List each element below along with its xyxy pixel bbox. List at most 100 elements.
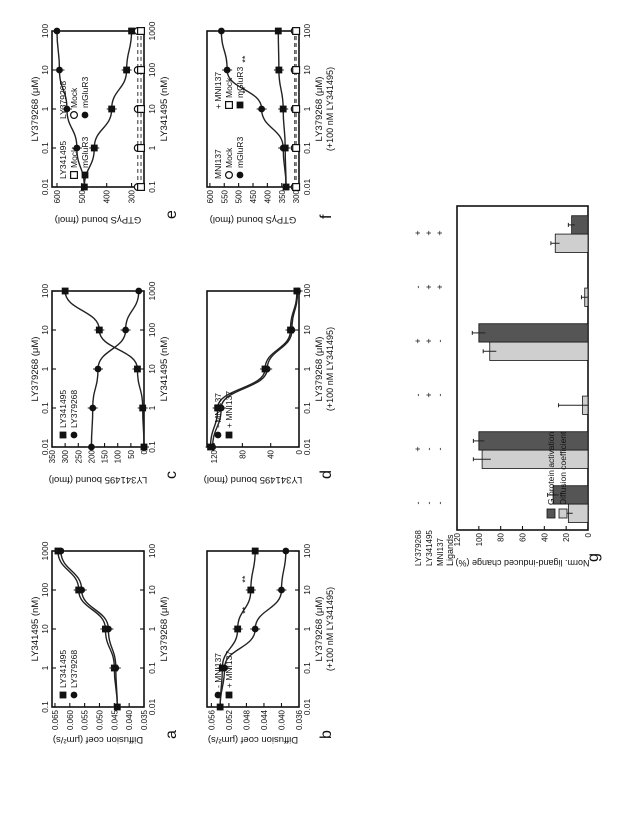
data-point: [218, 664, 226, 672]
data-point: [134, 365, 141, 373]
legend-label: LY379268: [58, 81, 68, 119]
panel-letter: b: [318, 730, 335, 739]
data-point: [137, 26, 146, 35]
y-tick-label: 0: [140, 449, 149, 454]
panel-g: LY379268 LY341495 MNI137 Ligands- - -+ - -- + -+ +…: [413, 205, 602, 568]
significance-mark: **: [240, 575, 250, 583]
data-point: [292, 144, 301, 153]
legend-label: + MNI137: [213, 72, 223, 109]
y-tick-label: 550: [220, 189, 229, 203]
y-tick-label: 0.050: [95, 709, 104, 730]
data-point: [251, 547, 259, 555]
y-tick-label: 80: [238, 449, 247, 458]
y-tick-label: 350: [278, 189, 287, 203]
y-tick-label: 0.035: [140, 709, 149, 730]
x-tick-label: 1: [302, 626, 312, 631]
legend-label: mGluR3: [235, 137, 245, 168]
x-tick-label: 100: [147, 323, 157, 337]
condition-symbol: -: [413, 286, 423, 289]
legend-marker: [214, 691, 222, 699]
x-tick-label: 0.01: [302, 438, 312, 455]
y-axis-label: Norm. ligand-induced change (%): [455, 558, 589, 568]
legend-marker: [225, 431, 233, 439]
y-tick-label: 50: [127, 449, 136, 458]
legend-label: Mock: [69, 87, 79, 108]
y-tick-label: 450: [249, 189, 258, 203]
y-tick-label: 0.055: [81, 709, 90, 730]
data-point: [279, 105, 287, 113]
significance-mark: **: [240, 55, 250, 63]
y-tick-label: 600: [206, 189, 215, 203]
y-tick-label: 60: [519, 532, 528, 541]
y-tick-label: 200: [87, 449, 96, 463]
legend-marker: [236, 171, 244, 179]
panel-d: 0.01 0.1 1 10 100 LY379268 (μM) (+100 nM LY341…: [204, 284, 335, 485]
data-point: [139, 404, 147, 412]
y-tick-label: 0: [295, 449, 304, 454]
legend-marker: [81, 111, 89, 119]
x-tick-label: 100: [302, 544, 312, 558]
data-point: [56, 66, 63, 74]
legend-marker: [59, 691, 67, 699]
legend-label: - MNI137: [213, 653, 223, 688]
x-tick-label: 1: [147, 145, 157, 150]
bar: [489, 341, 589, 361]
data-point: [207, 443, 214, 451]
panel-f: 0.01 0.1 1 10 100 LY379268 (μM) (+100 nM LY341…: [206, 24, 335, 225]
data-point: [292, 65, 301, 74]
top-x-axis-label: LY379268 (μM): [30, 77, 41, 142]
x-tick-label: 0.1: [147, 441, 157, 453]
x-tick-label: 0.1: [302, 662, 312, 674]
top-x-axis-label: LY379268 (μM): [30, 337, 41, 402]
y-axis-label: LY341495 bound (fmol): [49, 474, 148, 485]
data-point: [63, 105, 71, 113]
data-point: [281, 144, 289, 152]
condition-symbol: +: [424, 230, 434, 235]
x-tick-label: 10: [147, 364, 157, 374]
legend-label: Mock: [224, 147, 234, 168]
top-x-tick-label: 0.1: [40, 701, 50, 713]
data-point: [88, 443, 95, 451]
data-point: [108, 105, 116, 113]
data-point: [113, 703, 121, 711]
top-x-tick-label: 100: [40, 24, 50, 38]
bar: [478, 323, 589, 343]
legend-label: + MNI137: [224, 391, 234, 428]
top-x-axis-label: LY341495 (nM): [30, 597, 41, 662]
significance-mark: **: [240, 606, 250, 614]
condition-symbol: +: [424, 338, 434, 343]
condition-symbol: -: [424, 448, 434, 451]
data-point: [123, 66, 130, 74]
data-point: [282, 547, 290, 555]
data-point: [73, 144, 81, 152]
data-point: [78, 586, 86, 594]
condition-symbol: -: [413, 394, 423, 397]
condition-symbol: -: [413, 502, 423, 505]
data-point: [261, 365, 269, 373]
y-tick-label: 0.045: [110, 709, 119, 730]
panel-e: 0.1 1 10 100 1000 0.01 0.1 1 10 100 LY379268 (μM) L…: [30, 21, 180, 225]
data-point: [57, 547, 65, 555]
y-tick-label: 0: [584, 532, 593, 537]
data-point: [247, 586, 255, 594]
x-axis-label: LY341495 (nM): [159, 337, 170, 402]
panel-letter: a: [163, 730, 180, 739]
ligands-label: Ligands: [445, 534, 455, 566]
legend-marker: [236, 101, 244, 109]
data-point: [80, 183, 88, 191]
x-tick-label: 0.01: [147, 698, 157, 715]
data-point: [275, 66, 283, 74]
y-tick-label: 400: [103, 189, 112, 203]
legend-marker: [59, 431, 67, 439]
data-point: [292, 26, 301, 35]
legend-marker: [69, 171, 78, 180]
condition-symbol: -: [424, 502, 434, 505]
top-x-tick-label: 1: [40, 106, 50, 111]
data-point: [128, 27, 135, 35]
top-x-tick-label: 0.1: [40, 402, 50, 414]
y-tick-label: 350: [48, 449, 57, 463]
y-axis-label: GTPγS bound (fmol): [210, 214, 297, 225]
x-tick-label: 0.01: [302, 698, 312, 715]
condition-symbol: -: [435, 502, 445, 505]
